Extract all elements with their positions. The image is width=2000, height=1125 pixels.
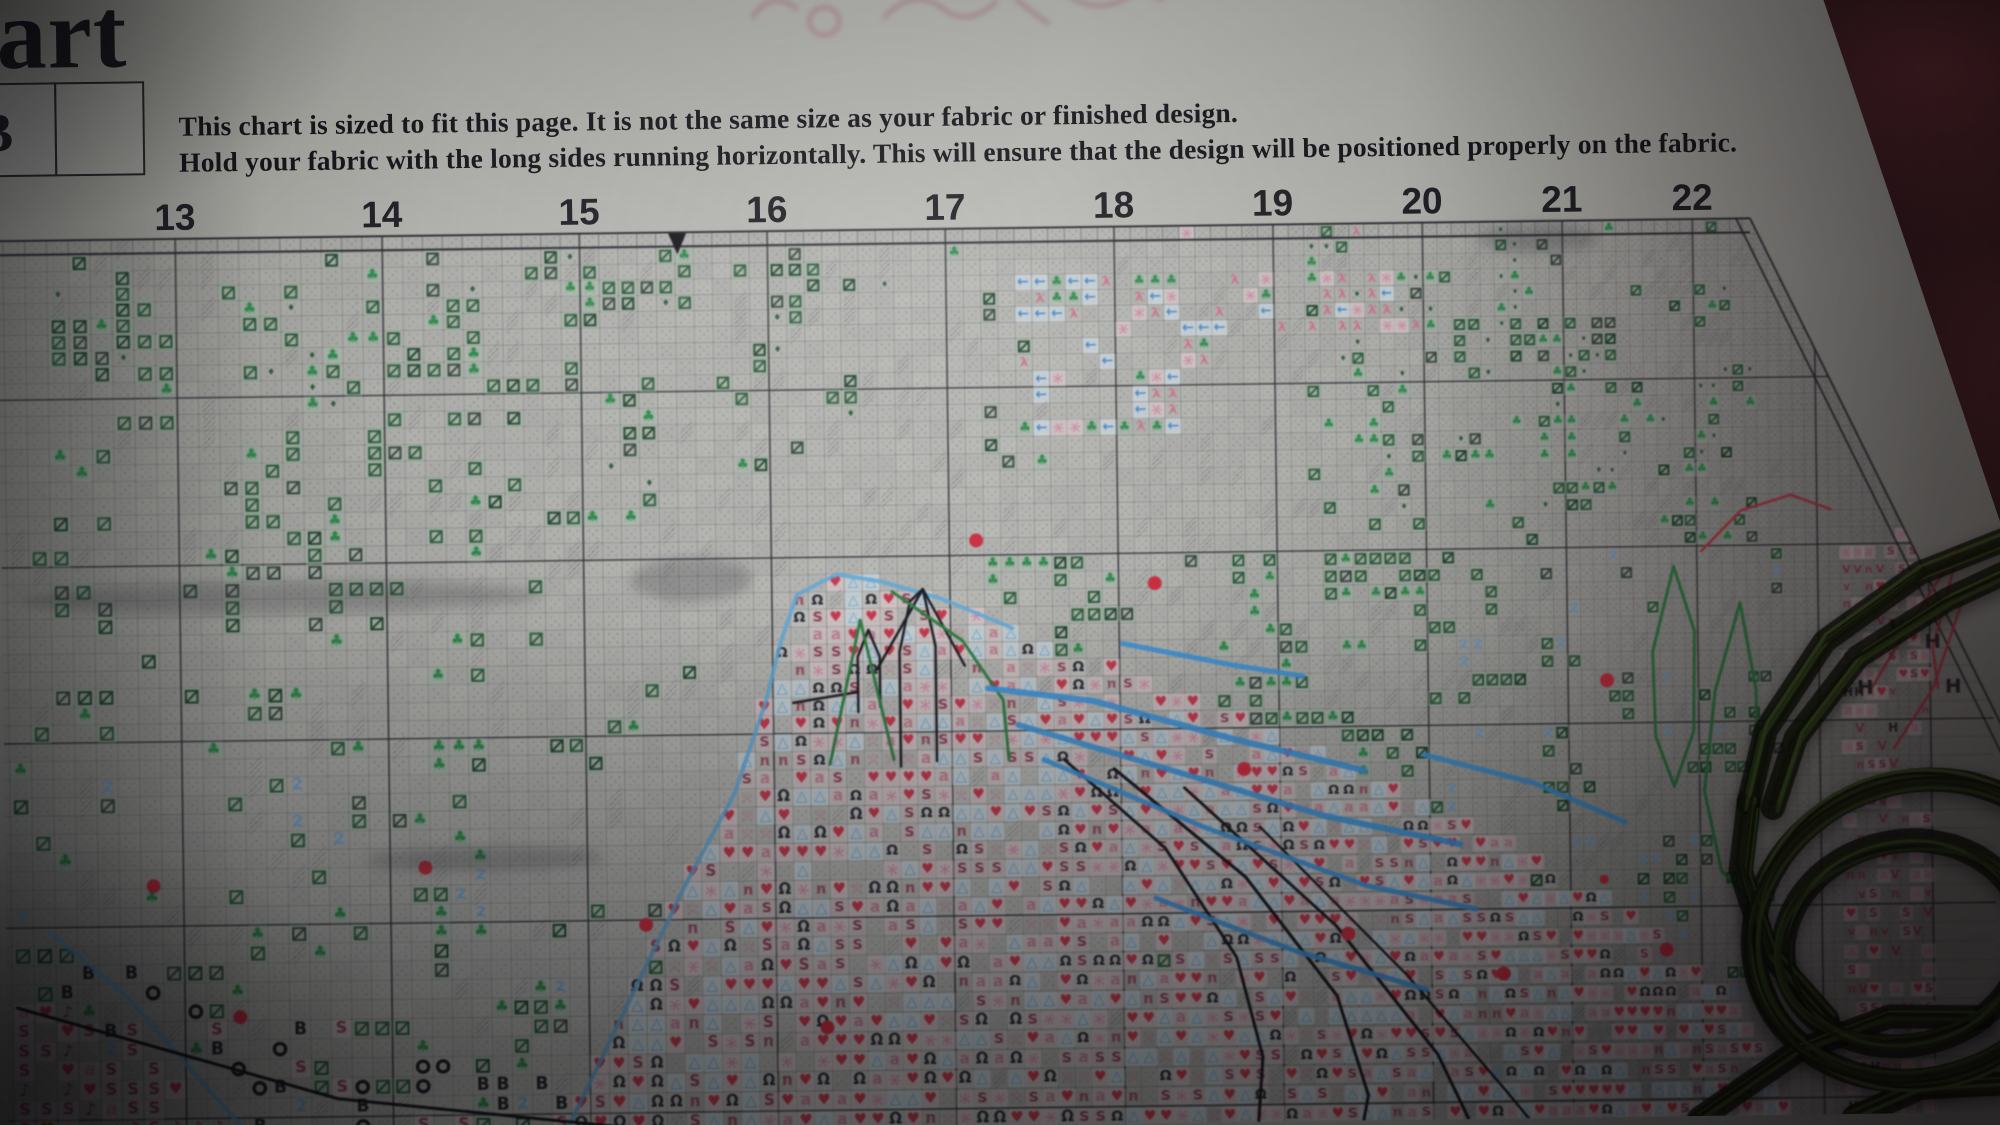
floss-thread [0,0,2000,1125]
photo-frame: art B This chart is sized to fit this pa… [0,0,2000,1125]
chart-page-content: art B This chart is sized to fit this pa… [0,0,2000,1125]
chart-page: art B This chart is sized to fit this pa… [0,0,2000,1125]
